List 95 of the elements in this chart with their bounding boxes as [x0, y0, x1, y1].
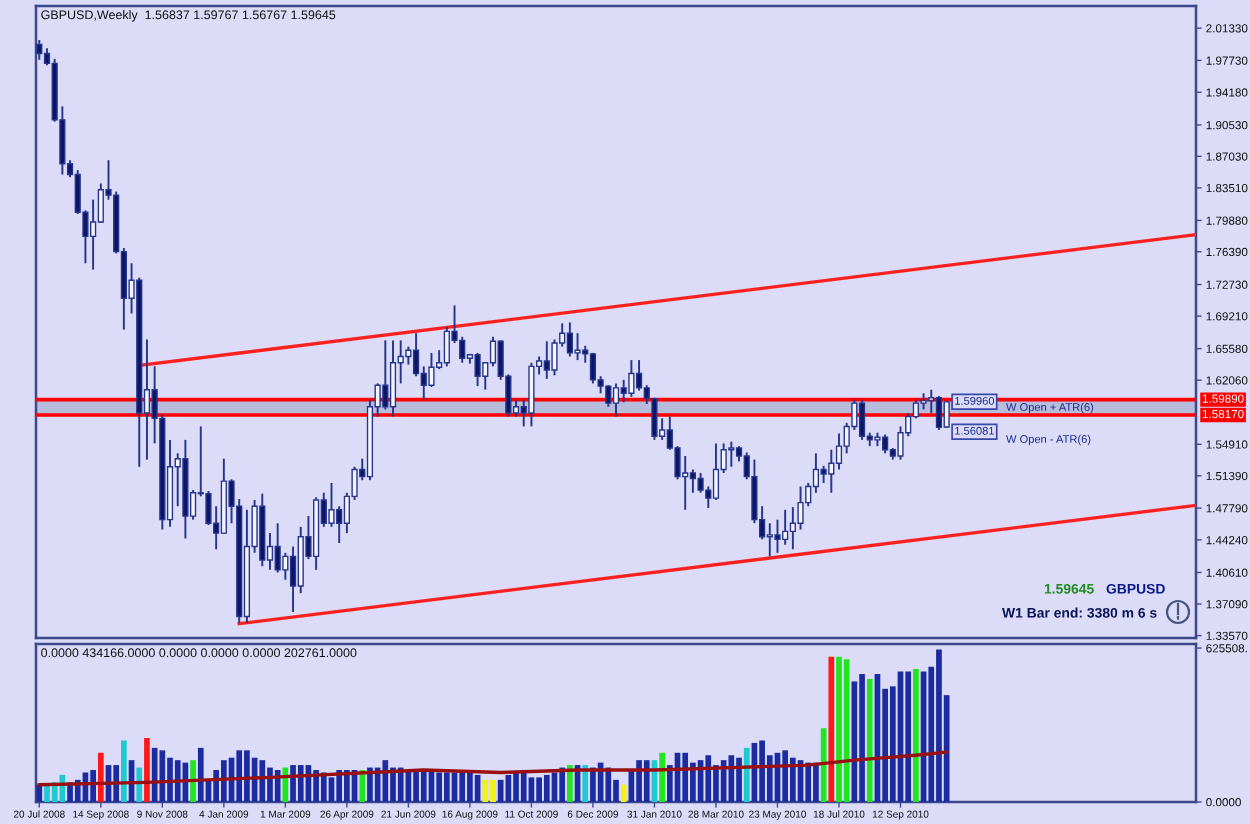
bar	[836, 656, 842, 802]
bar	[782, 750, 789, 802]
bar	[720, 760, 727, 802]
bar	[244, 750, 250, 802]
candlestick	[443, 325, 450, 368]
bar	[236, 750, 243, 802]
bar	[36, 784, 43, 802]
candlestick	[605, 384, 612, 408]
candlestick	[620, 378, 627, 404]
bar	[682, 752, 689, 802]
bar	[459, 772, 466, 802]
bar	[828, 656, 835, 802]
bar	[543, 774, 550, 802]
candlestick	[459, 335, 466, 364]
candlestick	[412, 332, 420, 378]
bar	[44, 784, 50, 802]
bar	[728, 755, 735, 802]
bar	[813, 762, 819, 802]
candlestick	[528, 361, 535, 428]
bar	[136, 767, 143, 802]
candlestick	[828, 448, 835, 494]
candlestick	[328, 481, 335, 528]
bar	[520, 770, 527, 802]
candlestick	[943, 399, 950, 429]
candlestick	[682, 455, 689, 511]
bar	[843, 659, 850, 802]
candlestick	[782, 508, 789, 546]
bar	[197, 747, 204, 802]
candlestick	[635, 359, 643, 392]
candlestick	[789, 506, 796, 551]
bar	[144, 738, 150, 802]
candlestick	[543, 340, 550, 380]
bar	[859, 674, 865, 802]
candlestick	[566, 321, 573, 358]
candlestick	[835, 432, 843, 471]
bar	[536, 777, 542, 802]
bar	[382, 760, 389, 802]
bar	[467, 772, 473, 802]
bar	[913, 669, 919, 802]
bar	[259, 760, 266, 802]
candlestick	[282, 551, 289, 581]
bar	[513, 772, 519, 802]
bar	[420, 770, 427, 802]
candlestick	[858, 398, 866, 441]
bar	[174, 760, 181, 802]
bar	[620, 784, 627, 802]
candlestick	[689, 468, 697, 494]
candlestick	[574, 332, 581, 362]
bar	[736, 757, 742, 802]
bar	[567, 765, 573, 802]
bar	[97, 752, 104, 802]
bar	[159, 750, 166, 802]
line-series	[37, 750, 949, 787]
candlestick	[882, 433, 889, 455]
bar	[643, 760, 650, 802]
bar	[705, 755, 712, 802]
candlestick	[774, 518, 781, 554]
bar	[267, 767, 273, 802]
bar	[220, 760, 227, 802]
bar	[505, 774, 512, 802]
bar	[613, 779, 619, 802]
bar	[497, 779, 504, 802]
candlestick	[474, 351, 481, 388]
bar	[482, 779, 489, 802]
bar	[344, 770, 350, 802]
bar	[436, 772, 442, 802]
bar	[121, 740, 127, 802]
bar	[743, 747, 750, 802]
bar	[290, 765, 296, 802]
candlestick	[382, 339, 389, 411]
candlestick	[36, 39, 43, 61]
candlestick	[274, 522, 281, 574]
bar	[905, 671, 912, 802]
bar	[167, 757, 173, 802]
candlestick	[766, 522, 773, 558]
bar	[90, 770, 96, 802]
bar	[759, 740, 765, 802]
bar	[866, 678, 873, 802]
candlestick	[589, 351, 597, 385]
bar	[659, 752, 665, 802]
candlestick	[612, 382, 620, 418]
bar	[413, 770, 419, 802]
bar	[190, 760, 196, 802]
bar	[490, 779, 496, 802]
candlestick	[389, 339, 397, 418]
candlestick	[712, 442, 720, 501]
bar	[790, 757, 796, 802]
bar	[367, 767, 373, 802]
bar	[443, 772, 450, 802]
bar	[805, 762, 812, 802]
candlestick	[628, 359, 635, 398]
bar	[297, 765, 304, 802]
bar	[936, 649, 942, 802]
candlestick	[935, 394, 943, 431]
candlestick	[728, 440, 735, 468]
